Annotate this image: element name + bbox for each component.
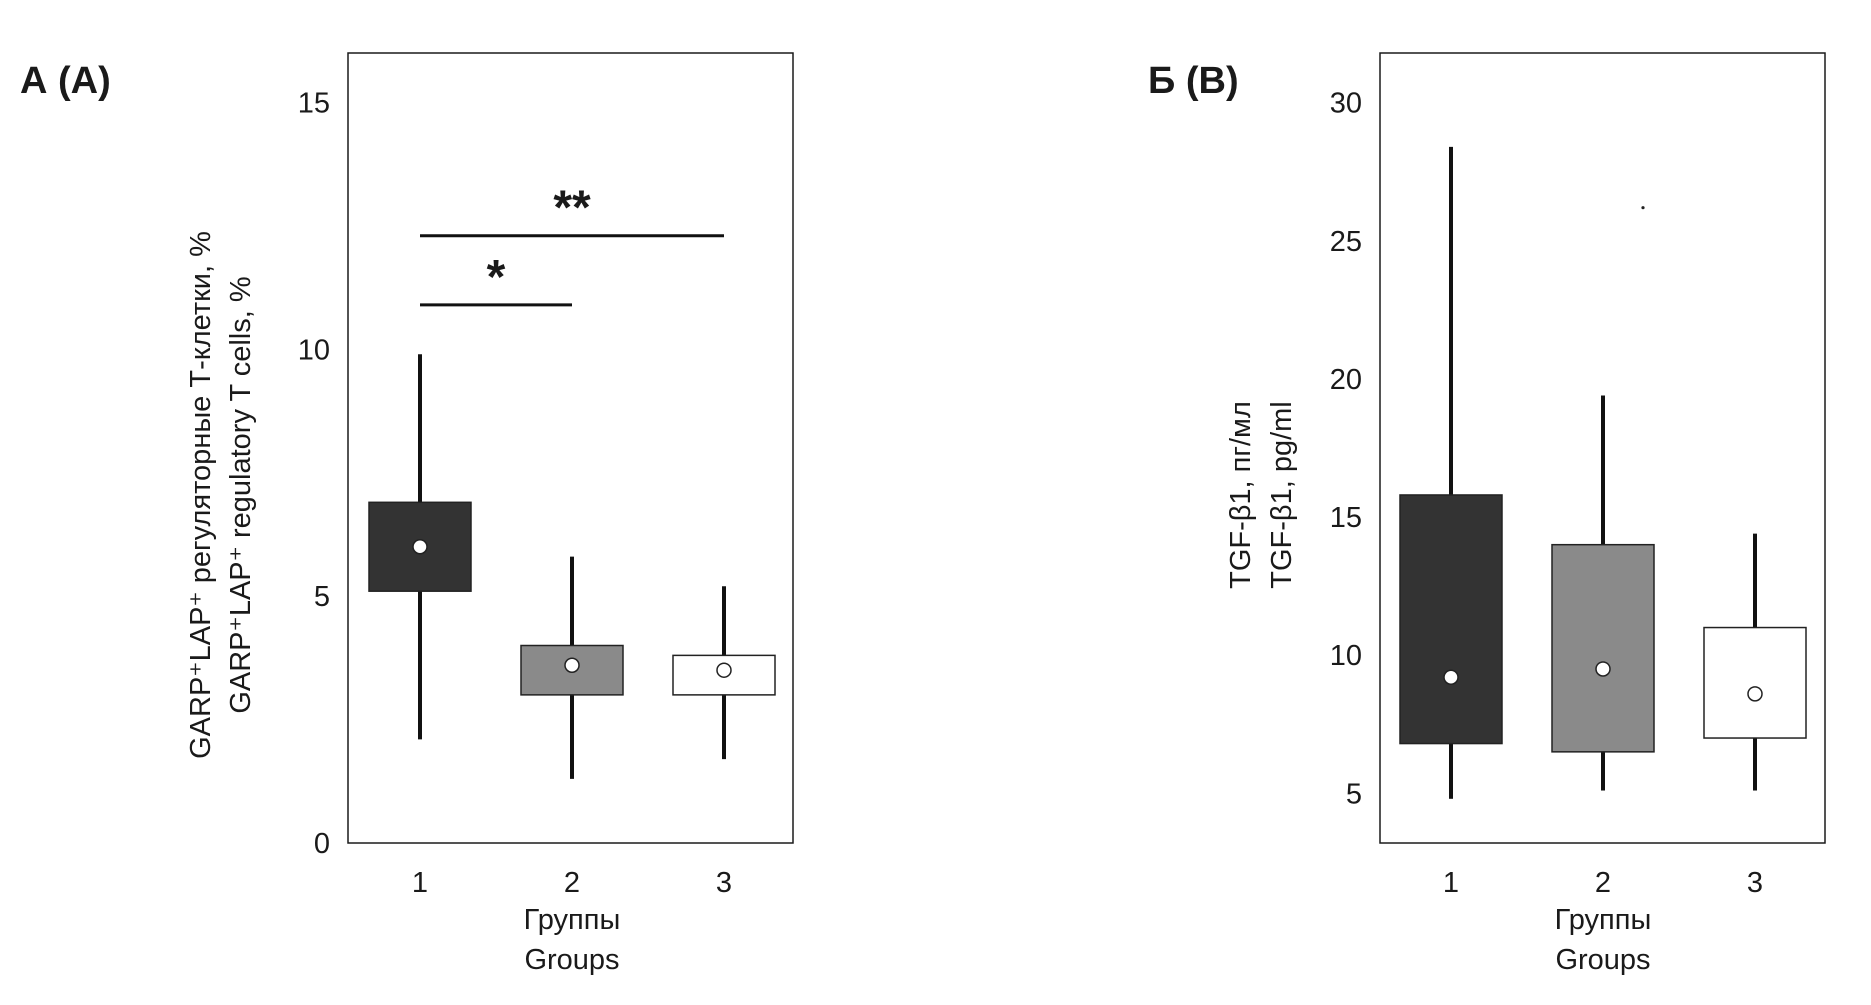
plot-frame	[1379, 52, 1826, 844]
box-group-3	[1703, 533, 1807, 791]
box-group-3	[672, 586, 776, 760]
panel-label: А (A)	[20, 60, 111, 102]
median-marker	[412, 539, 428, 555]
x-axis-title: Groups	[524, 944, 619, 976]
y-tick-label: 0	[314, 828, 330, 860]
x-tick-label: 3	[1747, 867, 1763, 899]
median-marker	[564, 657, 580, 673]
x-tick-label: 2	[1595, 867, 1611, 899]
y-axis-title: TGF-β1, пг/мл	[1225, 401, 1257, 589]
median-marker	[1595, 661, 1611, 677]
y-tick-label: 10	[1330, 640, 1362, 672]
median-marker	[1747, 686, 1763, 702]
box-group-2	[1551, 395, 1655, 791]
panel-label: Б (B)	[1148, 60, 1239, 102]
box	[1551, 543, 1655, 753]
y-tick-label: 5	[1346, 778, 1362, 810]
x-axis-title: Groups	[1555, 944, 1650, 976]
box-group-2	[520, 556, 624, 779]
outlier-point	[1641, 206, 1645, 210]
significance-label: *	[487, 251, 506, 304]
y-tick-label: 10	[298, 334, 330, 366]
x-tick-label: 1	[412, 867, 428, 899]
y-tick-label: 15	[1330, 502, 1362, 534]
x-axis-title: Группы	[1555, 904, 1652, 936]
median-marker	[716, 662, 732, 678]
median-marker	[1443, 669, 1459, 686]
y-tick-label: 5	[314, 581, 330, 613]
box	[1703, 626, 1807, 739]
box-group-1	[368, 354, 472, 740]
box-group-1	[1399, 146, 1503, 799]
panel-2: Б (B) 5 10 15 20 25 30 TGF-β1, пг/мл TGF-β1, pg/…	[1148, 52, 1826, 976]
y-axis-title: GARP⁺LAP⁺ регуляторные Т-клетки, %	[185, 231, 217, 759]
x-tick-label: 2	[564, 867, 580, 899]
y-tick-label: 20	[1330, 364, 1362, 396]
panel-1: А (A) 0 5 10 15 GARP⁺LAP⁺ регуляторные Т-клет…	[20, 52, 794, 976]
y-axis-title: TGF-β1, pg/ml	[1266, 401, 1298, 588]
x-tick-label: 1	[1443, 867, 1459, 899]
y-tick-label: 15	[298, 87, 330, 119]
x-axis-title: Группы	[524, 904, 621, 936]
y-axis-title: GARP⁺LAP⁺ regulatory T cells, %	[225, 276, 257, 713]
y-tick-label: 30	[1330, 88, 1362, 120]
box	[1399, 494, 1503, 745]
y-tick-label: 25	[1330, 226, 1362, 258]
significance-label: **	[553, 182, 591, 235]
plot-frame	[347, 52, 794, 844]
x-tick-label: 3	[716, 867, 732, 899]
